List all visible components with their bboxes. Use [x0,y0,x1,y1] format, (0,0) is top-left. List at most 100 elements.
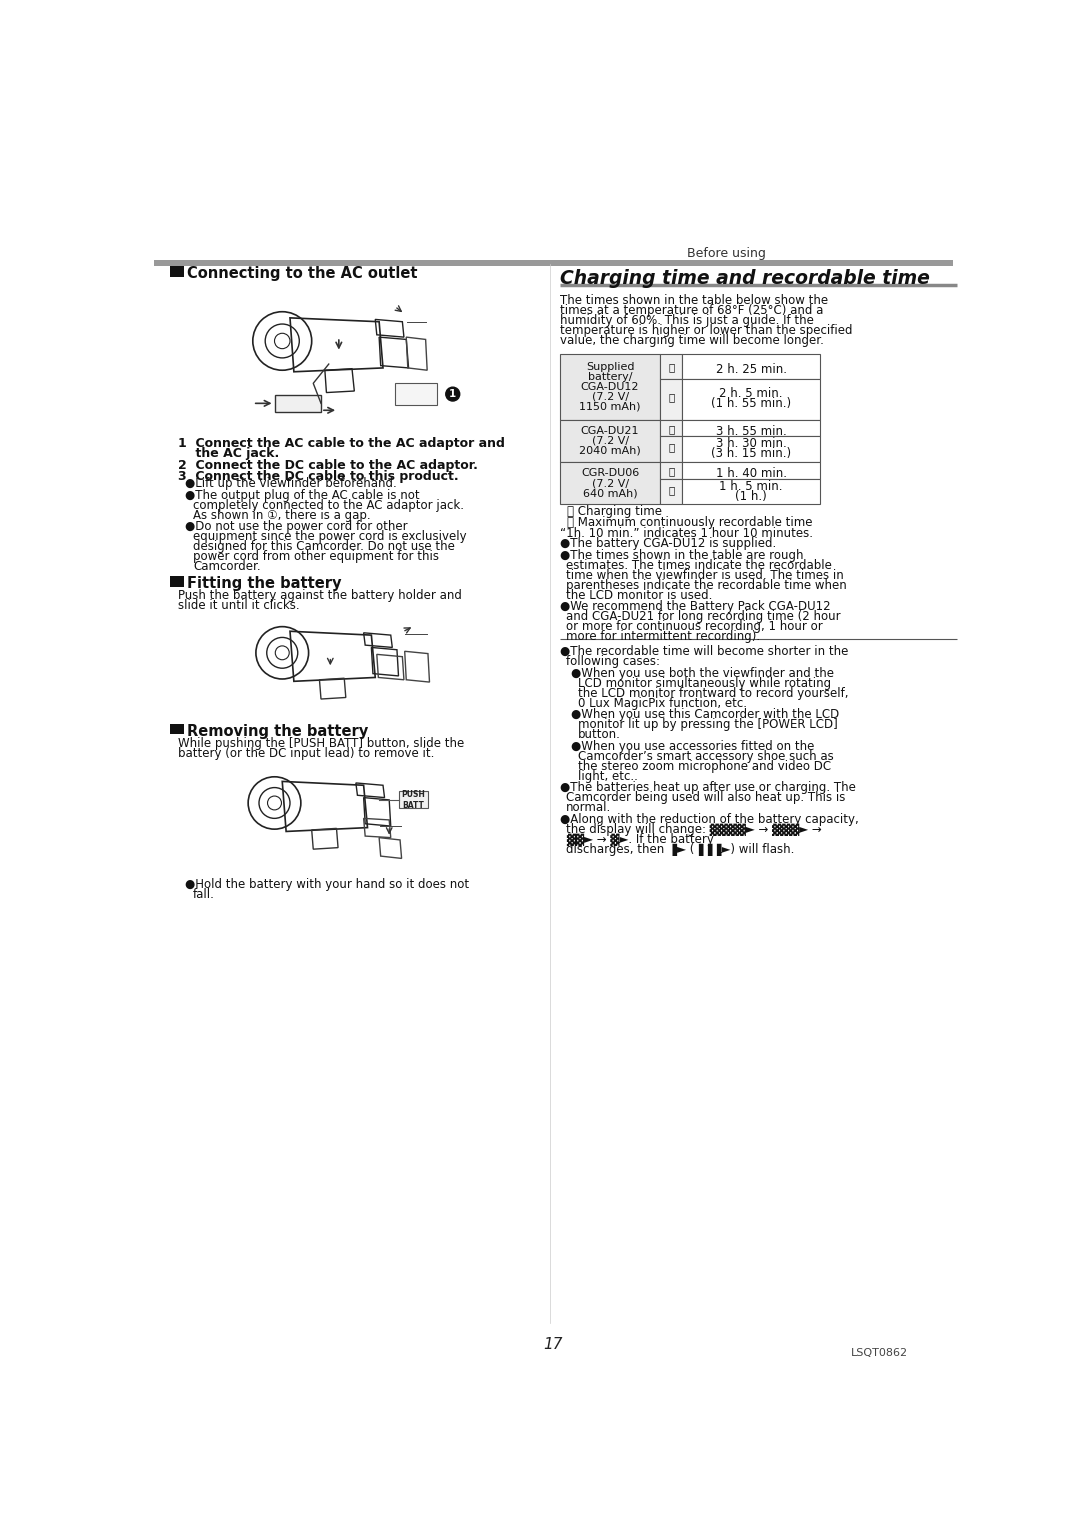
Text: Camcorder.: Camcorder. [193,560,260,574]
Text: ●We recommend the Battery Pack CGA-DU12: ●We recommend the Battery Pack CGA-DU12 [559,600,831,613]
Text: 2 h. 5 min.: 2 h. 5 min. [719,388,783,400]
Text: As shown in ①, there is a gap.: As shown in ①, there is a gap. [193,508,370,522]
Text: times at a temperature of 68°F (25°C) and a: times at a temperature of 68°F (25°C) an… [559,304,823,317]
Text: 0 Lux MagicPix function, etc.: 0 Lux MagicPix function, etc. [578,697,746,710]
Text: ●The recordable time will become shorter in the: ●The recordable time will become shorter… [559,645,848,658]
Text: (7.2 V/: (7.2 V/ [592,478,629,488]
Text: Ⓑ: Ⓑ [669,392,674,403]
Text: ●The output plug of the AC cable is not: ●The output plug of the AC cable is not [186,488,420,502]
Text: time when the viewfinder is used. The times in: time when the viewfinder is used. The ti… [566,569,843,581]
Text: ●Along with the reduction of the battery capacity,: ●Along with the reduction of the battery… [559,813,859,826]
Text: humidity of 60%. This is just a guide. If the: humidity of 60%. This is just a guide. I… [559,314,813,327]
Text: button.: button. [578,728,620,742]
Text: CGA-DU21: CGA-DU21 [581,426,639,435]
Text: slide it until it clicks.: slide it until it clicks. [177,598,299,612]
Text: CGA-DU12: CGA-DU12 [581,382,639,392]
Text: following cases:: following cases: [566,655,660,668]
Text: 640 mAh): 640 mAh) [583,488,637,497]
Bar [661,436,683,462]
Text: Push the battery against the battery holder and: Push the battery against the battery hol… [177,589,461,601]
Text: (7.2 V/: (7.2 V/ [592,392,629,401]
Text: 1: 1 [449,389,457,400]
Text: (3 h. 15 min.): (3 h. 15 min.) [711,447,792,461]
Bar [683,420,820,436]
Bar [394,383,437,404]
Text: Ⓐ: Ⓐ [669,363,674,372]
Text: ●Lift up the viewfinder beforehand.: ●Lift up the viewfinder beforehand. [186,478,397,490]
Text: the AC jack.: the AC jack. [177,447,279,461]
Text: LCD monitor simultaneously while rotating: LCD monitor simultaneously while rotatin… [578,676,831,690]
Bar [661,479,683,504]
Text: the stereo zoom microphone and video DC: the stereo zoom microphone and video DC [578,760,831,772]
Text: 2  Connect the DC cable to the AC adaptor.: 2 Connect the DC cable to the AC adaptor… [177,459,477,472]
Text: and CGA-DU21 for long recording time (2 hour: and CGA-DU21 for long recording time (2 … [566,610,840,624]
Text: ●When you use accessories fitted on the: ●When you use accessories fitted on the [570,740,814,752]
Text: 3 h. 30 min.: 3 h. 30 min. [716,438,786,450]
Bar [661,462,683,479]
Text: ●Do not use the power cord for other: ●Do not use the power cord for other [186,520,408,534]
Text: 1150 mAh): 1150 mAh) [579,401,640,412]
Text: Fitting the battery: Fitting the battery [187,575,341,591]
Bar [399,792,428,809]
Text: estimates. The times indicate the recordable: estimates. The times indicate the record… [566,559,832,572]
Bar [170,723,184,734]
Bar [683,436,820,462]
Text: Ⓐ: Ⓐ [669,467,674,476]
Bar [683,354,820,378]
Bar [559,420,661,462]
Bar [683,462,820,479]
Text: Connecting to the AC outlet: Connecting to the AC outlet [187,266,418,281]
Circle shape [446,388,460,401]
Text: ●Hold the battery with your hand so it does not: ●Hold the battery with your hand so it d… [186,877,470,891]
Text: equipment since the power cord is exclusively: equipment since the power cord is exclus… [193,531,467,543]
Text: Removing the battery: Removing the battery [187,723,368,739]
Text: Ⓐ Charging time: Ⓐ Charging time [567,505,662,517]
Text: Camcorder’s smart accessory shoe such as: Camcorder’s smart accessory shoe such as [578,749,834,763]
Text: Before using: Before using [687,247,766,261]
Text: “1h. 10 min.” indicates 1 hour 10 minutes.: “1h. 10 min.” indicates 1 hour 10 minute… [559,526,813,540]
Text: While pushing the [PUSH BATT] button, slide the: While pushing the [PUSH BATT] button, sl… [177,737,464,749]
Bar [559,462,661,504]
Text: designed for this Camcorder. Do not use the: designed for this Camcorder. Do not use … [193,540,455,554]
Bar [683,479,820,504]
Text: value, the charging time will become longer.: value, the charging time will become lon… [559,334,824,346]
Text: The times shown in the table below show the: The times shown in the table below show … [559,295,828,307]
Text: or more for continuous recording, 1 hour or: or more for continuous recording, 1 hour… [566,621,823,633]
Text: 2 h. 25 min.: 2 h. 25 min. [716,363,786,377]
Bar [274,395,321,412]
Text: 3 h. 55 min.: 3 h. 55 min. [716,424,786,438]
Text: Charging time and recordable time: Charging time and recordable time [559,270,930,288]
Text: more for intermittent recording).: more for intermittent recording). [566,630,760,644]
Text: ●When you use both the viewfinder and the: ●When you use both the viewfinder and th… [570,667,834,679]
Text: parentheses indicate the recordable time when: parentheses indicate the recordable time… [566,578,847,592]
Text: discharges, then ▐► (▐▐▐►) will flash.: discharges, then ▐► (▐▐▐►) will flash. [566,842,794,856]
Text: battery (or the DC input lead) to remove it.: battery (or the DC input lead) to remove… [177,746,434,760]
Text: 1  Connect the AC cable to the AC adaptor and: 1 Connect the AC cable to the AC adaptor… [177,438,504,450]
Bar [559,354,661,420]
Text: Ⓑ: Ⓑ [669,485,674,494]
Bar [170,266,184,278]
Text: Camcorder being used will also heat up. This is: Camcorder being used will also heat up. … [566,792,846,804]
Text: 3  Connect the DC cable to this product.: 3 Connect the DC cable to this product. [177,470,458,484]
Bar [683,378,820,420]
Text: 1 h. 40 min.: 1 h. 40 min. [716,467,786,481]
Bar [661,420,683,436]
Bar [661,354,683,378]
Text: completely connected to the AC adaptor jack.: completely connected to the AC adaptor j… [193,499,464,511]
Text: power cord from other equipment for this: power cord from other equipment for this [193,551,440,563]
Text: 2040 mAh): 2040 mAh) [579,446,640,456]
Text: temperature is higher or lower than the specified: temperature is higher or lower than the … [559,324,852,337]
Text: battery/: battery/ [588,372,632,382]
Text: PUSH
BATT: PUSH BATT [402,790,426,810]
Text: ●The times shown in the table are rough: ●The times shown in the table are rough [559,549,804,562]
Text: ●When you use this Camcorder with the LCD: ●When you use this Camcorder with the LC… [570,708,839,722]
Text: light, etc..: light, etc.. [578,769,637,783]
Text: fall.: fall. [193,888,215,900]
Text: the display will change: ▓▓▓▓► → ▓▓▓► →: the display will change: ▓▓▓▓► → ▓▓▓► → [566,823,822,836]
Text: Ⓐ: Ⓐ [669,424,674,433]
Text: the LCD monitor is used.: the LCD monitor is used. [566,589,713,601]
Text: the LCD monitor frontward to record yourself,: the LCD monitor frontward to record your… [578,687,848,700]
Text: 17: 17 [543,1337,564,1352]
Text: ▓▓► → ▓►. If the battery: ▓▓► → ▓►. If the battery [566,833,714,845]
Bar [154,259,953,266]
